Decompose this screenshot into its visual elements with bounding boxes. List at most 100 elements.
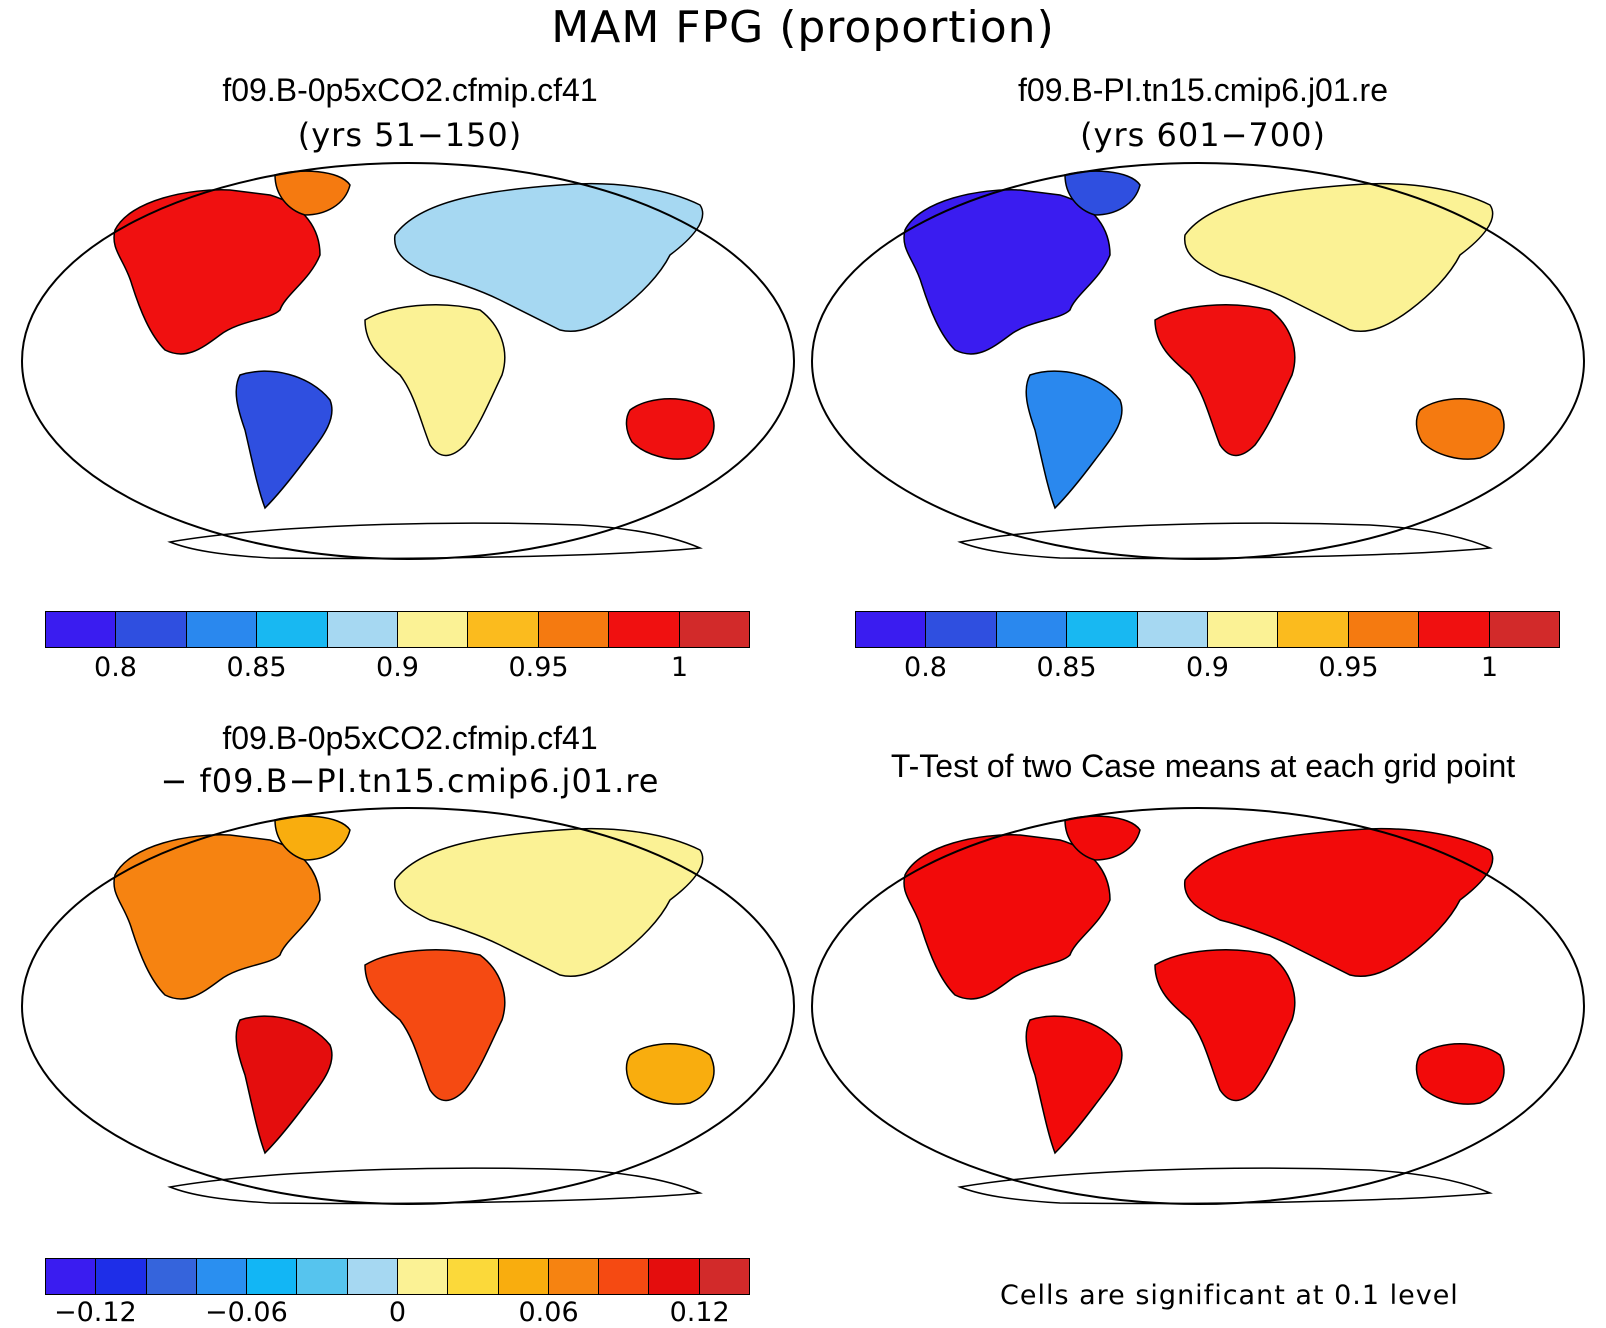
colorbar-tick-label: 0.06 [518, 1297, 579, 1328]
colorbar-tick-label: 0.12 [669, 1297, 730, 1328]
panel-top-left-title: f09.B-0p5xCO2.cfmip.cf41 [222, 72, 598, 108]
significance-note: Cells are significant at 0.1 level [1000, 1280, 1459, 1311]
colorbar-swatch-6 [1278, 612, 1349, 647]
colorbar-swatch-1 [116, 612, 187, 647]
colorbar-swatch-2 [996, 612, 1068, 647]
colorbar-swatch-5 [297, 1259, 348, 1294]
land-africa [1154, 949, 1296, 1102]
land-australia [1415, 398, 1505, 460]
map-border [811, 807, 1585, 1205]
colorbar-tick-label: 0.8 [94, 652, 137, 683]
colorbar-swatch-13 [699, 1259, 749, 1294]
land-antarctica [167, 1167, 703, 1205]
land-antarctica [167, 522, 703, 560]
colorbar-tick-label: 0.95 [1318, 652, 1379, 683]
map-top-right [811, 162, 1585, 560]
land-antarctica [957, 1167, 1493, 1205]
colorbar-tick-label: 0.9 [1186, 652, 1229, 683]
land-south-america [235, 370, 333, 510]
map-border [811, 162, 1585, 560]
land-greenland [274, 815, 351, 861]
colorbar-swatch-8 [1419, 612, 1490, 647]
land-eurasia [1184, 182, 1494, 332]
colorbar-top-left-ticks: 0.8 0.85 0.9 0.95 1 [45, 652, 750, 686]
colorbar-swatch-8 [448, 1259, 499, 1294]
map-border [21, 162, 795, 560]
land-south-america [1025, 370, 1123, 510]
colorbar-tick-label: −0.06 [205, 1297, 288, 1328]
land-greenland [1064, 815, 1141, 861]
colorbar-swatch-10 [548, 1259, 600, 1294]
colorbar-swatch-1 [96, 1259, 147, 1294]
colorbar-top-left [45, 611, 750, 648]
land-greenland [1064, 170, 1141, 216]
panel-bottom-left-title: f09.B-0p5xCO2.cfmip.cf41 [222, 720, 598, 756]
colorbar-swatch-0 [46, 612, 117, 647]
colorbar-top-right-ticks: 0.8 0.85 0.9 0.95 1 [855, 652, 1560, 686]
colorbar-swatch-0 [856, 612, 927, 647]
colorbar-swatch-4 [1137, 612, 1209, 647]
colorbar-swatch-9 [498, 1259, 549, 1294]
colorbar-top-right [855, 611, 1560, 648]
land-australia [625, 1043, 715, 1105]
land-north-america [113, 189, 321, 355]
colorbar-swatch-4 [327, 612, 399, 647]
colorbar-tick-label: 1 [1480, 652, 1499, 683]
map-border [21, 807, 795, 1205]
land-greenland [274, 170, 351, 216]
colorbar-tick-label: 0.9 [376, 652, 419, 683]
colorbar-swatch-3 [257, 612, 328, 647]
colorbar-swatch-7 [538, 612, 610, 647]
colorbar-tick-label: −0.12 [53, 1297, 137, 1328]
colorbar-bottom-left [45, 1258, 750, 1295]
colorbar-swatch-2 [186, 612, 258, 647]
colorbar-swatch-3 [196, 1259, 248, 1294]
colorbar-swatch-8 [609, 612, 680, 647]
colorbar-swatch-6 [347, 1259, 398, 1294]
land-africa [364, 949, 506, 1102]
land-australia [625, 398, 715, 460]
panel-bottom-right-title: T-Test of two Case means at each grid po… [890, 748, 1516, 784]
land-eurasia [1184, 827, 1494, 977]
colorbar-swatch-4 [247, 1259, 298, 1294]
panel-top-right-subtitle: (yrs 601−700) [1080, 116, 1326, 154]
land-australia [1415, 1043, 1505, 1105]
map-bottom-left [21, 807, 795, 1205]
panel-top-left-subtitle: (yrs 51−150) [297, 116, 523, 154]
colorbar-swatch-6 [468, 612, 539, 647]
land-antarctica [957, 522, 1493, 560]
land-north-america [903, 189, 1111, 355]
colorbar-tick-label: 0 [388, 1297, 407, 1328]
colorbar-swatch-0 [46, 1259, 97, 1294]
colorbar-swatch-2 [146, 1259, 197, 1294]
colorbar-swatch-1 [926, 612, 997, 647]
land-north-america [113, 834, 321, 1000]
colorbar-swatch-9 [1489, 612, 1560, 647]
colorbar-swatch-11 [599, 1259, 650, 1294]
land-south-america [235, 1015, 333, 1155]
land-africa [364, 304, 506, 457]
colorbar-tick-label: 0.85 [226, 652, 287, 683]
colorbar-tick-label: 0.8 [904, 652, 947, 683]
figure-title: MAM FPG (proportion) [551, 2, 1055, 53]
land-africa [1154, 304, 1296, 457]
colorbar-tick-label: 0.85 [1036, 652, 1097, 683]
land-south-america [1025, 1015, 1123, 1155]
colorbar-tick-label: 1 [670, 652, 689, 683]
colorbar-swatch-12 [649, 1259, 700, 1294]
land-eurasia [394, 827, 704, 977]
map-top-left [21, 162, 795, 560]
colorbar-swatch-5 [1208, 612, 1279, 647]
panel-bottom-left-subtitle: − f09.B−PI.tn15.cmip6.j01.re [160, 762, 660, 800]
land-eurasia [394, 182, 704, 332]
land-north-america [903, 834, 1111, 1000]
colorbar-swatch-9 [679, 612, 750, 647]
colorbar-swatch-7 [397, 1259, 449, 1294]
colorbar-tick-label: 0.95 [508, 652, 569, 683]
colorbar-swatch-7 [1348, 612, 1420, 647]
colorbar-swatch-5 [398, 612, 469, 647]
panel-top-right-title: f09.B-PI.tn15.cmip6.j01.re [1018, 72, 1388, 108]
colorbar-swatch-3 [1067, 612, 1138, 647]
map-bottom-right [811, 807, 1585, 1205]
colorbar-bottom-left-ticks: −0.12 −0.06 0 0.06 0.12 [45, 1297, 750, 1328]
